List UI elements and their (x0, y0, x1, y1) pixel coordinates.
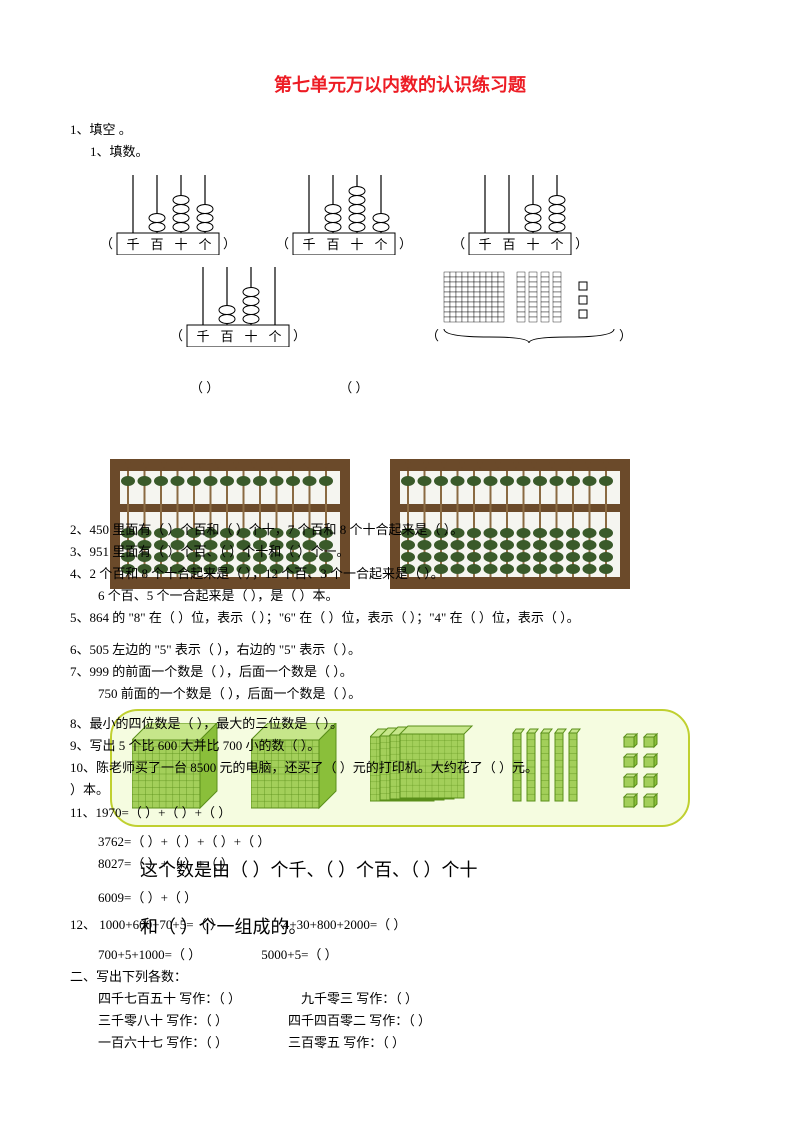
q11d: 6009=（ ）+（ ） (98, 887, 730, 909)
q12b: 4+30+800+2000=（ ） (283, 914, 407, 936)
q7: 7、999 的前面一个数是（ ），后面一个数是（ ）。 (70, 661, 730, 683)
q11b: 3762=（ ）+（ ）+（ ）+（ ） (98, 831, 730, 853)
paren-close: ） (575, 233, 588, 255)
svg-text:十: 十 (245, 329, 258, 344)
mini-abacus-2: 千百十个 (289, 169, 399, 255)
q11c: 8027=（ ）+（ ）+（ ） (98, 853, 234, 875)
section-1-sub1: 1、填数。 (90, 141, 730, 163)
write-c2: 三百零五 写作：（ ） (288, 1032, 405, 1054)
abacus-row-1: （ 千百十个 ） （ 千百十个 ） （ 千百十个 ） (100, 169, 730, 255)
svg-text:千: 千 (197, 329, 210, 344)
write-c1: 一百六十七 写作：（ ） (98, 1032, 228, 1054)
q12c: 700+5+1000=（ ） (98, 944, 201, 966)
paren-open: （ (452, 233, 465, 255)
unit-cubes (618, 723, 668, 813)
svg-text:百: 百 (327, 237, 340, 252)
paren-close: ） (293, 325, 306, 347)
write-a2: 九千零三 写作：（ ） (301, 988, 418, 1010)
q10b: ）本。 (70, 779, 538, 801)
q3: 3、951 里面有（ ）个百、（ ）个十和（ ）个一。 (70, 541, 730, 563)
q4: 4、2 个百和 8 个十合起来是（ ），12 个百、3 个一合起来是（ ）。 (70, 563, 730, 585)
paren-open: （ (276, 233, 289, 255)
svg-text:百: 百 (151, 237, 164, 252)
write-b2: 四千四百零二 写作：（ ） (288, 1010, 431, 1032)
q6: 6、505 左边的 "5" 表示（ ），右边的 "5" 表示（ ）。 (70, 639, 730, 661)
q12d: 5000+5=（ ） (261, 944, 337, 966)
q10: 10、陈老师买了一台 8500 元的电脑，还买了（ ）元的打印机。大约花了（ ）… (70, 757, 538, 779)
section-2-header: 二、写出下列各数： (70, 966, 730, 988)
svg-text:个: 个 (375, 237, 388, 252)
q7b: 750 前面的一个数是（ ），后面一个数是（ ）。 (98, 683, 730, 705)
svg-text:十: 十 (527, 237, 540, 252)
abacus-row-2: （ 千百十个 ） （ ） (170, 261, 730, 347)
paren-close: ） (619, 325, 632, 347)
svg-text:个: 个 (269, 329, 282, 344)
paren-close: ） (399, 233, 412, 255)
q11: 11、1970=（ ）+（ ）+（ ） (70, 802, 538, 824)
svg-text:千: 千 (479, 237, 492, 252)
q2: 2、450 里面有（ ）个百和（ ）个十，7 个百和 8 个十合起来是（ ）。 (70, 519, 730, 541)
q4b: 6 个百、5 个一合起来是（ ），是（ ）本。 (98, 585, 730, 607)
svg-text:十: 十 (175, 237, 188, 252)
svg-text:千: 千 (303, 237, 316, 252)
mini-abacus-4: 千百十个 (183, 261, 293, 347)
write-b1: 三千零八十 写作：（ ） (98, 1010, 228, 1032)
svg-text:百: 百 (221, 329, 234, 344)
answer-blank-a: （ ） (190, 377, 219, 399)
svg-text:十: 十 (351, 237, 364, 252)
section-1-header: 1、填空 。 (70, 119, 730, 141)
mini-abacus-1: 千百十个 (113, 169, 223, 255)
write-a1: 四千七百五十 写作：（ ） (98, 988, 241, 1010)
paren-open: （ (100, 233, 113, 255)
paren-open: （ (426, 325, 439, 347)
page-title: 第七单元万以内数的认识练习题 (70, 70, 730, 101)
q8: 8、最小的四位数是（ ），最大的三位数是（ ）。 (70, 713, 538, 735)
q9: 9、写出 5 个比 600 大并比 700 小的数（ ）。 (70, 735, 538, 757)
paren-open: （ (170, 325, 183, 347)
svg-text:个: 个 (551, 237, 564, 252)
svg-text:个: 个 (199, 237, 212, 252)
mini-abacus-3: 千百十个 (465, 169, 575, 255)
svg-text:百: 百 (503, 237, 516, 252)
base-blocks-small (439, 267, 619, 347)
svg-text:千: 千 (127, 237, 140, 252)
q5: 5、864 的 "8" 在（ ）位，表示（ ）；"6" 在（ ）位，表示（ ）；… (70, 607, 730, 629)
answer-blank-b: （ ） (339, 377, 368, 399)
paren-close: ） (223, 233, 236, 255)
q12a: 12、 1000+600+70+5=（ ） (70, 914, 223, 936)
